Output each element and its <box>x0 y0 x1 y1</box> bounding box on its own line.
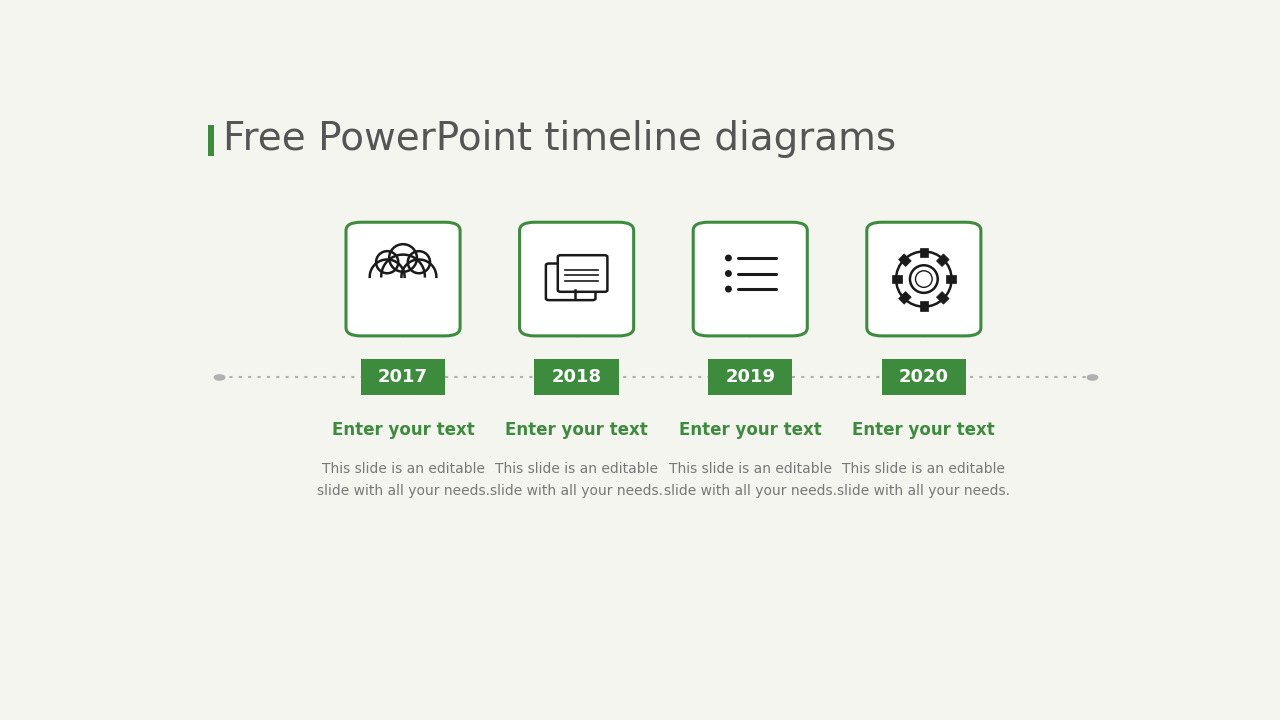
Text: Enter your text: Enter your text <box>852 421 996 439</box>
Circle shape <box>214 374 225 381</box>
Polygon shape <box>892 275 902 283</box>
Polygon shape <box>937 292 948 304</box>
Text: Enter your text: Enter your text <box>506 421 648 439</box>
Text: Enter your text: Enter your text <box>332 421 475 439</box>
FancyBboxPatch shape <box>882 359 966 395</box>
Text: This slide is an editable
slide with all your needs.: This slide is an editable slide with all… <box>490 462 663 498</box>
Text: 2020: 2020 <box>899 369 948 387</box>
FancyBboxPatch shape <box>346 222 460 336</box>
Text: 2019: 2019 <box>726 369 776 387</box>
Polygon shape <box>937 254 948 266</box>
Text: 2018: 2018 <box>552 369 602 387</box>
FancyBboxPatch shape <box>535 359 618 395</box>
Polygon shape <box>920 248 928 257</box>
FancyBboxPatch shape <box>361 359 445 395</box>
Text: 2017: 2017 <box>378 369 428 387</box>
FancyBboxPatch shape <box>694 222 808 336</box>
Polygon shape <box>899 254 911 266</box>
Ellipse shape <box>724 255 732 261</box>
FancyBboxPatch shape <box>867 222 980 336</box>
Text: Enter your text: Enter your text <box>678 421 822 439</box>
FancyBboxPatch shape <box>520 222 634 336</box>
Polygon shape <box>946 275 956 283</box>
Text: This slide is an editable
slide with all your needs.: This slide is an editable slide with all… <box>664 462 837 498</box>
Ellipse shape <box>724 270 732 277</box>
FancyBboxPatch shape <box>207 125 214 156</box>
Text: This slide is an editable
slide with all your needs.: This slide is an editable slide with all… <box>837 462 1010 498</box>
Polygon shape <box>920 301 928 310</box>
Text: This slide is an editable
slide with all your needs.: This slide is an editable slide with all… <box>316 462 489 498</box>
Polygon shape <box>899 292 911 304</box>
Text: Free PowerPoint timeline diagrams: Free PowerPoint timeline diagrams <box>224 120 896 158</box>
Ellipse shape <box>724 286 732 292</box>
FancyBboxPatch shape <box>558 255 608 292</box>
Circle shape <box>1087 374 1098 381</box>
FancyBboxPatch shape <box>708 359 792 395</box>
FancyBboxPatch shape <box>545 264 595 300</box>
